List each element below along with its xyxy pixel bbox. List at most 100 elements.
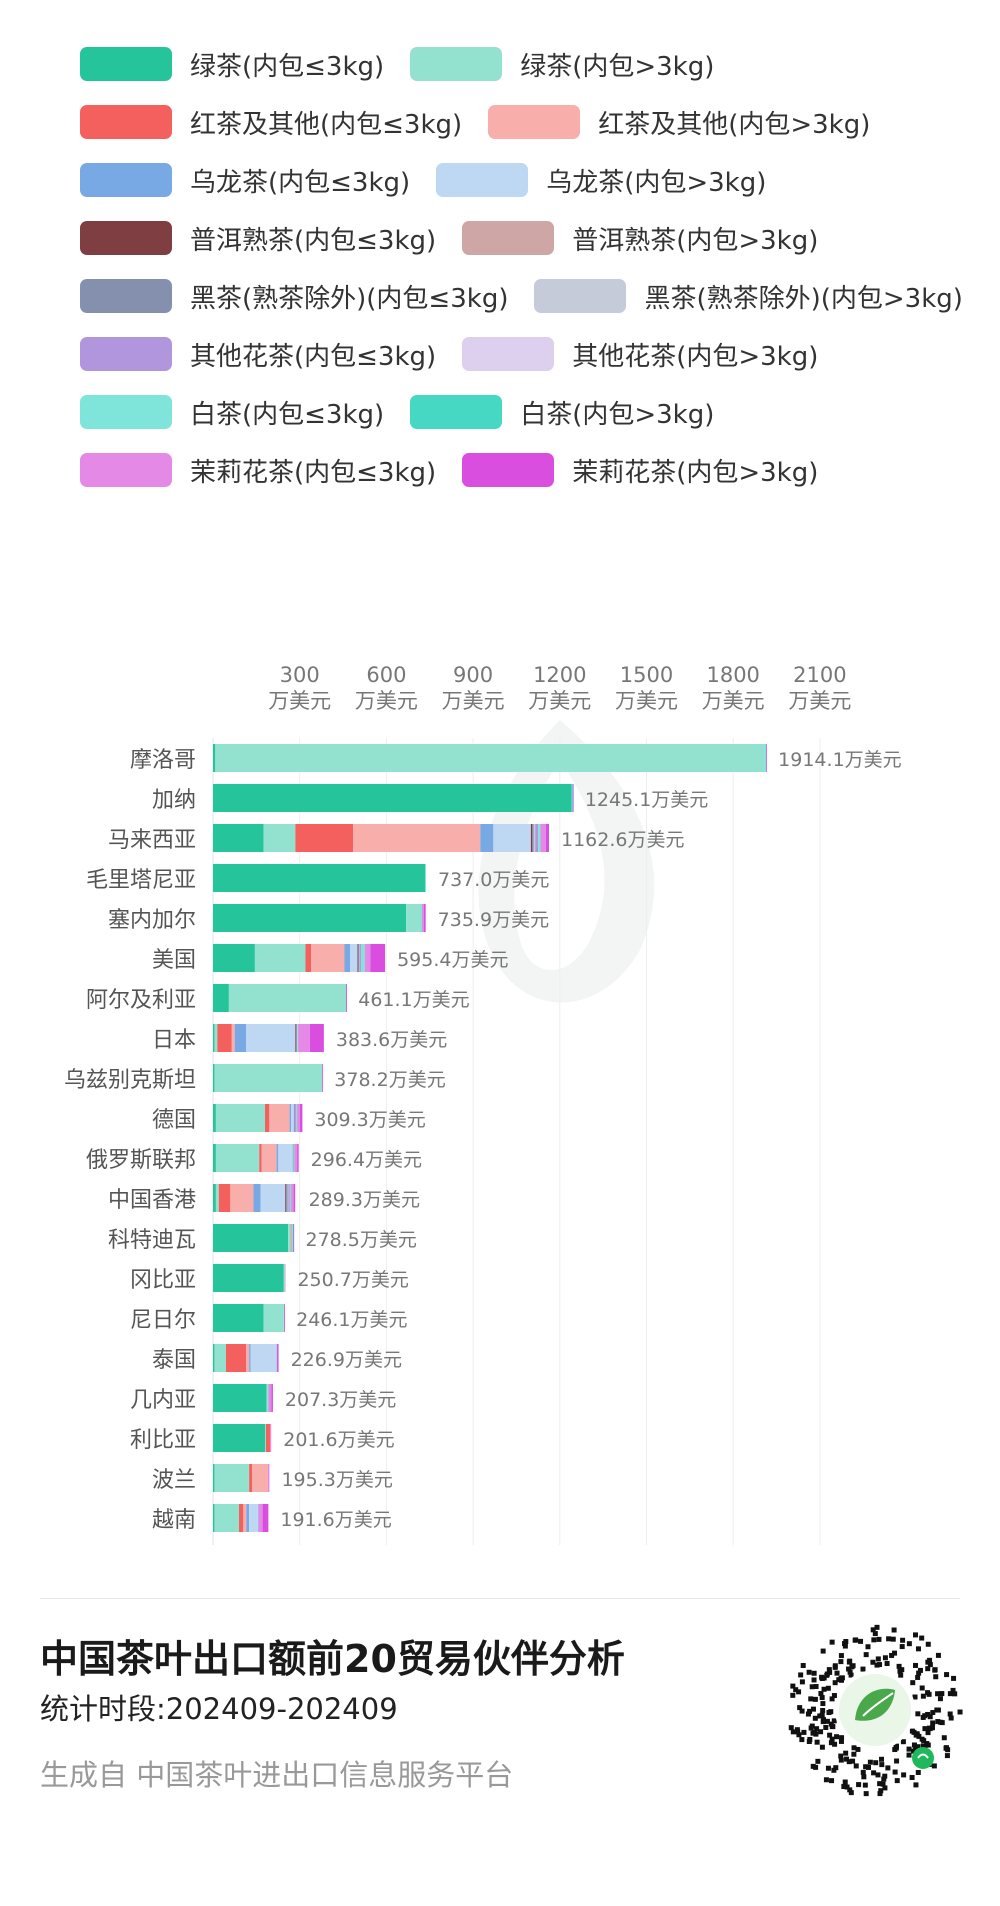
bar-segment[interactable] — [309, 1024, 324, 1052]
bar-segment[interactable] — [493, 824, 531, 852]
bar-segment[interactable] — [406, 904, 421, 932]
bar-segment[interactable] — [213, 784, 572, 812]
bar-segment[interactable] — [267, 1384, 269, 1412]
bar-segment[interactable] — [420, 904, 422, 932]
bar-segment[interactable] — [262, 1504, 269, 1532]
bar-segment[interactable] — [286, 1184, 288, 1212]
bar-segment[interactable] — [540, 824, 546, 852]
bar-segment[interactable] — [480, 824, 494, 852]
bar-segment[interactable] — [239, 1504, 244, 1532]
bar-segment[interactable] — [359, 944, 361, 972]
bar-segment[interactable] — [571, 784, 573, 812]
bar-segment[interactable] — [260, 1184, 286, 1212]
bar-segment[interactable] — [344, 944, 351, 972]
legend-item[interactable]: 普洱熟茶(内包>3kg) — [462, 220, 818, 256]
bar-segment[interactable] — [425, 864, 426, 892]
legend-item[interactable]: 黑茶(熟茶除外)(内包≤3kg) — [80, 278, 508, 314]
bar-segment[interactable] — [213, 824, 264, 852]
bar-segment[interactable] — [295, 1024, 297, 1052]
bar-segment[interactable] — [284, 1304, 285, 1332]
bar-segment[interactable] — [257, 1504, 259, 1532]
bar-segment[interactable] — [214, 1464, 250, 1492]
bar-segment[interactable] — [249, 1504, 258, 1532]
bar-segment[interactable] — [214, 1344, 227, 1372]
bar-segment[interactable] — [269, 1104, 290, 1132]
legend-item[interactable]: 白茶(内包≤3kg) — [80, 394, 384, 430]
bar-segment[interactable] — [532, 824, 534, 852]
bar-segment[interactable] — [213, 864, 426, 892]
bar-segment[interactable] — [533, 824, 536, 852]
bar-segment[interactable] — [322, 1064, 324, 1092]
bar-segment[interactable] — [293, 1224, 295, 1252]
bar-segment[interactable] — [265, 1424, 271, 1452]
bar-segment[interactable] — [263, 824, 296, 852]
bar-segment[interactable] — [254, 944, 306, 972]
bar-segment[interactable] — [284, 1264, 286, 1292]
bar-segment[interactable] — [358, 944, 360, 972]
bar-segment[interactable] — [298, 1024, 310, 1052]
bar-segment[interactable] — [294, 1144, 298, 1172]
bar-segment[interactable] — [288, 1224, 291, 1252]
bar-segment[interactable] — [360, 944, 365, 972]
bar-segment[interactable] — [295, 824, 354, 852]
bar-segment[interactable] — [283, 1264, 285, 1292]
bar-segment[interactable] — [230, 1184, 254, 1212]
bar-segment[interactable] — [213, 944, 255, 972]
bar-segment[interactable] — [346, 984, 348, 1012]
bar-segment[interactable] — [289, 1104, 292, 1132]
bar-segment[interactable] — [357, 944, 359, 972]
bar-segment[interactable] — [226, 1344, 247, 1372]
bar-segment[interactable] — [213, 1064, 215, 1092]
bar-segment[interactable] — [297, 1144, 299, 1172]
bar-segment[interactable] — [292, 1224, 294, 1252]
legend-item[interactable]: 茉莉花茶(内包>3kg) — [462, 452, 818, 488]
bar-segment[interactable] — [766, 744, 767, 772]
bar-segment[interactable] — [213, 1144, 216, 1172]
bar-segment[interactable] — [266, 1384, 268, 1412]
legend-item[interactable]: 红茶及其他(内包>3kg) — [488, 104, 870, 140]
bar-segment[interactable] — [213, 1464, 215, 1492]
bar-segment[interactable] — [305, 944, 312, 972]
bar-segment[interactable] — [291, 1224, 293, 1252]
bar-segment[interactable] — [292, 1144, 294, 1172]
bar-segment[interactable] — [213, 1384, 267, 1412]
bar-segment[interactable] — [246, 1024, 296, 1052]
bar-segment[interactable] — [231, 1024, 235, 1052]
bar-segment[interactable] — [213, 984, 229, 1012]
legend-item[interactable]: 黑茶(熟茶除外)(内包>3kg) — [534, 278, 963, 314]
legend-item[interactable]: 白茶(内包>3kg) — [410, 394, 714, 430]
legend-item[interactable]: 茉莉花茶(内包≤3kg) — [80, 452, 436, 488]
bar-segment[interactable] — [293, 1184, 296, 1212]
bar-segment[interactable] — [213, 1424, 266, 1452]
bar-segment[interactable] — [213, 1184, 216, 1212]
bar-segment[interactable] — [297, 1104, 300, 1132]
bar-segment[interactable] — [293, 1104, 295, 1132]
bar-segment[interactable] — [288, 1184, 290, 1212]
bar-segment[interactable] — [218, 1184, 231, 1212]
bar-segment[interactable] — [289, 1184, 292, 1212]
legend-item[interactable]: 其他花茶(内包>3kg) — [462, 336, 818, 372]
bar-segment[interactable] — [299, 1104, 303, 1132]
bar-segment[interactable] — [764, 744, 767, 772]
bar-segment[interactable] — [243, 1504, 247, 1532]
bar-segment[interactable] — [213, 1224, 289, 1252]
bar-segment[interactable] — [228, 984, 346, 1012]
bar-segment[interactable] — [421, 904, 424, 932]
bar-segment[interactable] — [271, 1384, 273, 1412]
bar-segment[interactable] — [293, 1144, 295, 1172]
bar-segment[interactable] — [538, 824, 541, 852]
bar-segment[interactable] — [214, 1024, 218, 1052]
mini-program-qr-code[interactable] — [785, 1620, 965, 1800]
bar-segment[interactable] — [350, 944, 358, 972]
bar-segment[interactable] — [290, 1224, 292, 1252]
bar-segment[interactable] — [297, 1024, 299, 1052]
bar-segment[interactable] — [215, 744, 765, 772]
bar-segment[interactable] — [530, 824, 533, 852]
bar-segment[interactable] — [249, 1464, 253, 1492]
bar-segment[interactable] — [246, 1504, 250, 1532]
bar-segment[interactable] — [261, 1144, 277, 1172]
bar-segment[interactable] — [296, 1024, 298, 1052]
bar-segment[interactable] — [364, 944, 371, 972]
legend-item[interactable]: 乌龙茶(内包>3kg) — [436, 162, 766, 198]
bar-segment[interactable] — [215, 1104, 266, 1132]
